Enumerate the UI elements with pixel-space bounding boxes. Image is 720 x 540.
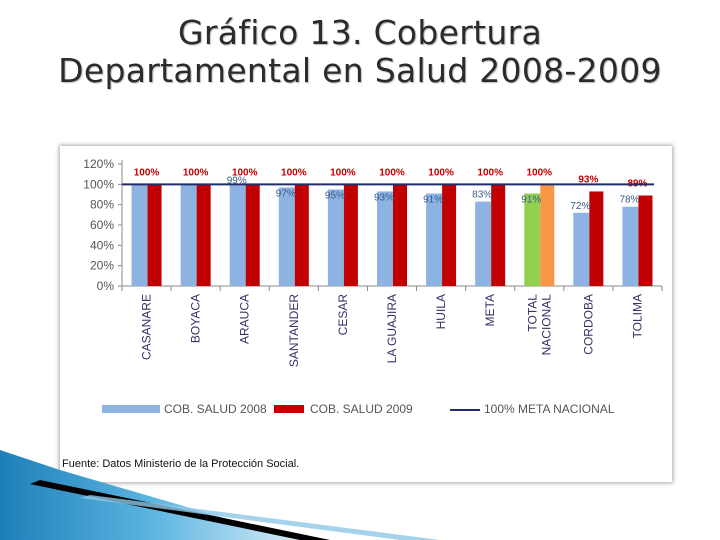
category-label: BOYACA xyxy=(189,294,203,343)
bar-2009-arauca xyxy=(245,184,260,286)
bar-2008-tolima xyxy=(622,206,639,286)
category-label: SANTANDER xyxy=(287,294,301,367)
title-line-1: Gráfico 13. Cobertura xyxy=(178,13,542,52)
category-label: CORDOBA xyxy=(581,294,595,355)
bar-2008-cordoba xyxy=(573,212,590,286)
bar-2009-casanare xyxy=(147,184,162,286)
label-2008: 91% xyxy=(521,194,541,205)
category-label: LA GUAJIRA xyxy=(385,294,399,363)
label-2009: 100% xyxy=(379,167,405,178)
label-2008: 93% xyxy=(374,192,394,203)
label-2009: 100% xyxy=(477,167,503,178)
category-label: HUILA xyxy=(434,294,448,329)
legend-swatch-2009 xyxy=(274,405,304,413)
category-label: ARAUCA xyxy=(238,294,252,344)
bar-2009-total-nacional xyxy=(540,184,555,286)
bar-2008-la-guajira xyxy=(377,191,393,286)
legend-label-2009: COB. SALUD 2009 xyxy=(310,402,413,416)
label-2009: 100% xyxy=(281,167,307,178)
bar-2008-arauca xyxy=(229,185,246,286)
bar-2009-tolima xyxy=(638,195,653,286)
category-label: CESAR xyxy=(336,294,350,336)
bar-2008-total-nacional xyxy=(524,193,541,286)
bar-2008-casanare xyxy=(131,184,148,286)
y-tick-label: 0% xyxy=(97,279,115,293)
label-2009: 100% xyxy=(183,167,209,178)
label-2009: 100% xyxy=(428,167,454,178)
label-2009: 100% xyxy=(232,167,258,178)
label-2008: 95% xyxy=(325,190,345,201)
bar-2008-meta xyxy=(475,201,492,286)
bar-2009-huila xyxy=(442,184,457,286)
label-2008: 78% xyxy=(619,195,639,206)
y-tick-label: 120% xyxy=(83,157,114,171)
title-line-2: Departamental en Salud 2008-2009 xyxy=(58,51,662,90)
chart-panel: 0% 20% 40% 60% 80% 100% 120% 100% CASANARE 100% BO… xyxy=(60,146,672,482)
category-label: TOLIMA xyxy=(630,294,644,338)
label-2009: 100% xyxy=(330,167,356,178)
bar-2009-la-guajira xyxy=(393,184,407,286)
bar-2009-meta xyxy=(491,184,506,286)
y-tick-label: 80% xyxy=(90,198,114,212)
label-2009: 100% xyxy=(526,167,552,178)
bar-2008-cesar xyxy=(327,189,344,286)
legend-label-meta: 100% META NACIONAL xyxy=(484,402,615,416)
y-tick-label: 20% xyxy=(90,259,114,273)
bar-2008-huila xyxy=(426,193,443,286)
category-label: META xyxy=(483,294,497,326)
bar-2009-cordoba xyxy=(589,191,604,286)
bar-2008-santander xyxy=(278,187,295,286)
bar-2008-boyaca xyxy=(180,184,197,286)
legend-swatch-2008 xyxy=(102,405,160,413)
decorative-swoosh xyxy=(0,450,440,540)
label-2008: 99% xyxy=(227,175,247,186)
category-label: TOTAL xyxy=(525,294,539,332)
label-2008: 91% xyxy=(423,194,443,205)
source-note: Fuente: Datos Ministerio de la Protecció… xyxy=(62,458,300,470)
label-2009: 93% xyxy=(578,174,598,185)
label-2008: 97% xyxy=(276,188,296,199)
category-label: NACIONAL xyxy=(539,294,553,356)
y-tick-label: 40% xyxy=(90,238,114,252)
category-label: CASANARE xyxy=(140,294,154,360)
label-2008: 83% xyxy=(472,190,492,201)
label-2009: 100% xyxy=(134,167,160,178)
y-tick-label: 60% xyxy=(90,218,114,232)
bar-2009-cesar xyxy=(343,184,358,286)
label-2008: 72% xyxy=(570,201,590,212)
slide-title: Gráfico 13. Cobertura Departamental en S… xyxy=(0,14,720,90)
y-tick-label: 100% xyxy=(83,177,114,191)
bar-2009-santander xyxy=(294,184,309,286)
bar-2009-boyaca xyxy=(196,184,211,286)
coverage-bar-chart: 0% 20% 40% 60% 80% 100% 120% 100% CASANARE 100% BO… xyxy=(83,157,663,416)
legend-label-2008: COB. SALUD 2008 xyxy=(164,402,267,416)
